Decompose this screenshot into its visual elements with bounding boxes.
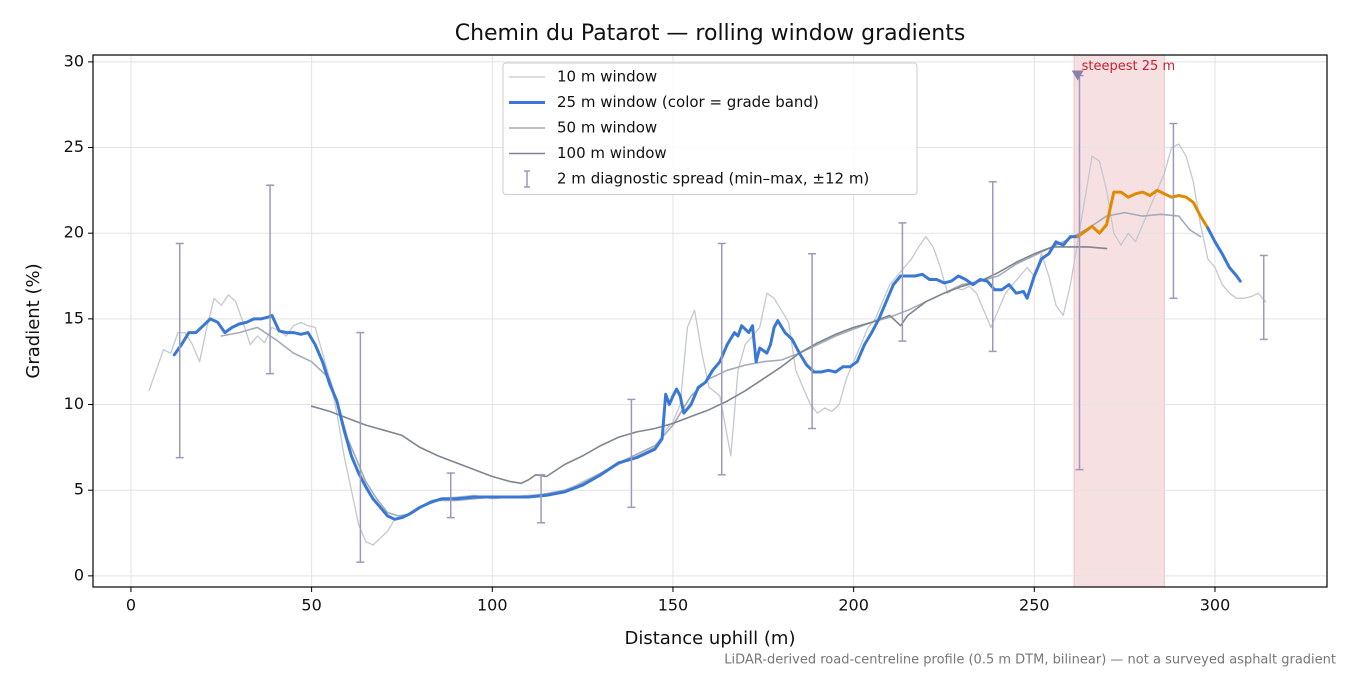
legend-label: 10 m window bbox=[557, 68, 657, 86]
x-tick-label: 300 bbox=[1200, 596, 1231, 615]
error-bar bbox=[1169, 122, 1178, 300]
error-bar bbox=[537, 474, 546, 524]
error-bar bbox=[266, 184, 275, 375]
series-line bbox=[310, 246, 1108, 485]
series-line bbox=[1076, 188, 1210, 239]
series-line bbox=[172, 235, 1080, 521]
error-bar bbox=[175, 242, 184, 459]
error-bar bbox=[627, 398, 636, 509]
y-tick-label: 5 bbox=[74, 480, 84, 499]
legend-label: 100 m window bbox=[557, 144, 667, 162]
x-tick-label: 200 bbox=[838, 596, 869, 615]
legend-box bbox=[502, 62, 918, 195]
y-tick-label: 10 bbox=[64, 394, 84, 413]
x-tick-label: 250 bbox=[1019, 596, 1050, 615]
chart-title: Chemin du Patarot — rolling window gradi… bbox=[455, 21, 966, 46]
y-tick-label: 25 bbox=[64, 137, 84, 156]
y-tick-label: 0 bbox=[74, 565, 84, 584]
y-tick-label: 15 bbox=[64, 308, 84, 327]
series-line bbox=[1206, 226, 1242, 283]
legend-label: 50 m window bbox=[557, 119, 657, 137]
series-line bbox=[148, 143, 1267, 546]
x-tick-label: 0 bbox=[126, 596, 136, 615]
error-bar bbox=[988, 181, 997, 353]
steepest-marker bbox=[1071, 70, 1084, 81]
error-bar bbox=[717, 242, 726, 476]
error-bar bbox=[356, 331, 365, 563]
error-bar bbox=[898, 222, 907, 342]
error-bar bbox=[1259, 254, 1268, 341]
legend-label: 25 m window (color = grade band) bbox=[557, 93, 819, 111]
highlight-label: steepest 25 m bbox=[1082, 59, 1175, 74]
error-bar bbox=[808, 253, 817, 430]
highlight-band bbox=[1073, 54, 1165, 588]
y-axis-label: Gradient (%) bbox=[23, 263, 44, 378]
x-tick-label: 150 bbox=[658, 596, 689, 615]
legend-label: 2 m diagnostic spread (min–max, ±12 m) bbox=[557, 170, 869, 188]
error-bar bbox=[446, 472, 455, 519]
x-axis-label: Distance uphill (m) bbox=[625, 628, 796, 649]
y-tick-label: 30 bbox=[64, 51, 84, 70]
footnote: LiDAR-derived road-centreline profile (0… bbox=[724, 653, 1336, 668]
x-tick-label: 50 bbox=[301, 596, 321, 615]
plot-frame bbox=[92, 54, 1328, 588]
y-tick-label: 20 bbox=[64, 223, 84, 242]
x-tick-label: 100 bbox=[477, 596, 508, 615]
legend-swatch bbox=[524, 170, 530, 188]
